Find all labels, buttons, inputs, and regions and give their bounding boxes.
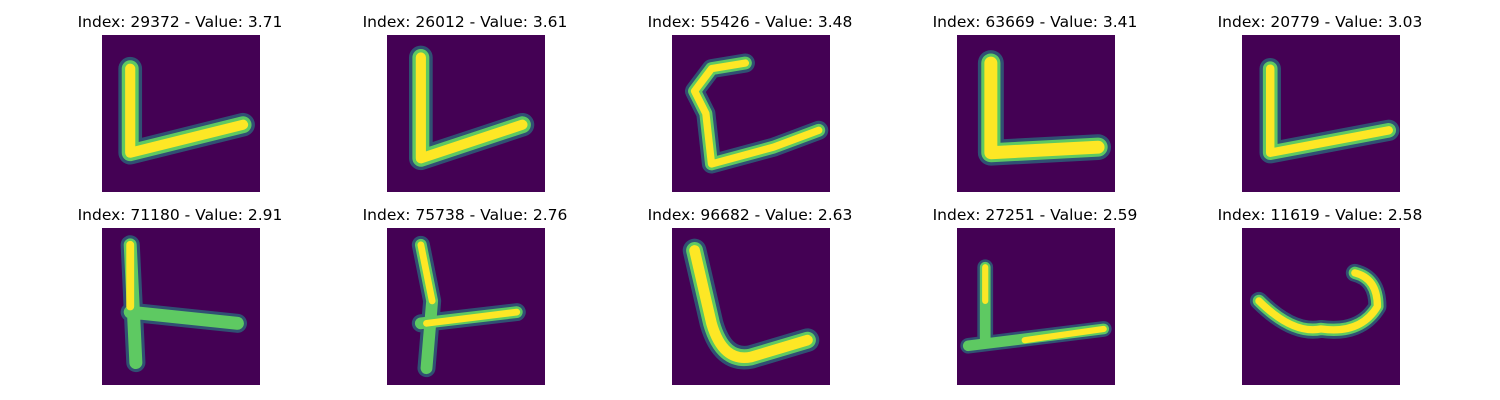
digit-image [1242, 228, 1400, 385]
digit-strokes [411, 235, 526, 378]
subplot-title: Index: 71180 - Value: 2.91 [77, 206, 283, 224]
digit-strokes [682, 238, 820, 370]
digit-image [957, 228, 1115, 385]
digit-strokes [1249, 263, 1387, 339]
digit-image [672, 228, 830, 385]
digit-strokes [1259, 57, 1400, 164]
digit-image [1242, 35, 1400, 192]
digit-strokes [977, 50, 1112, 166]
subplot-title: Index: 75738 - Value: 2.76 [362, 206, 568, 224]
digit-image [102, 228, 260, 385]
subplot-title: Index: 29372 - Value: 3.71 [77, 13, 283, 31]
digit-strokes [120, 235, 248, 373]
digit-image [672, 35, 830, 192]
digit-strokes [960, 259, 1112, 354]
digit-image [957, 35, 1115, 192]
subplot-title: Index: 96682 - Value: 2.63 [647, 206, 853, 224]
subplot-title: Index: 27251 - Value: 2.59 [932, 206, 1138, 224]
subplot-title: Index: 26012 - Value: 3.61 [362, 13, 568, 31]
subplot-title: Index: 20779 - Value: 3.03 [1217, 13, 1423, 31]
digit-strokes [684, 53, 829, 174]
digit-strokes [409, 45, 535, 171]
subplot-title: Index: 11619 - Value: 2.58 [1217, 206, 1423, 224]
digit-image [387, 228, 545, 385]
subplot-title: Index: 63669 - Value: 3.41 [932, 13, 1138, 31]
digit-strokes [118, 56, 255, 165]
digit-image [102, 35, 260, 192]
digit-image [387, 35, 545, 192]
subplot-title: Index: 55426 - Value: 3.48 [647, 13, 853, 31]
